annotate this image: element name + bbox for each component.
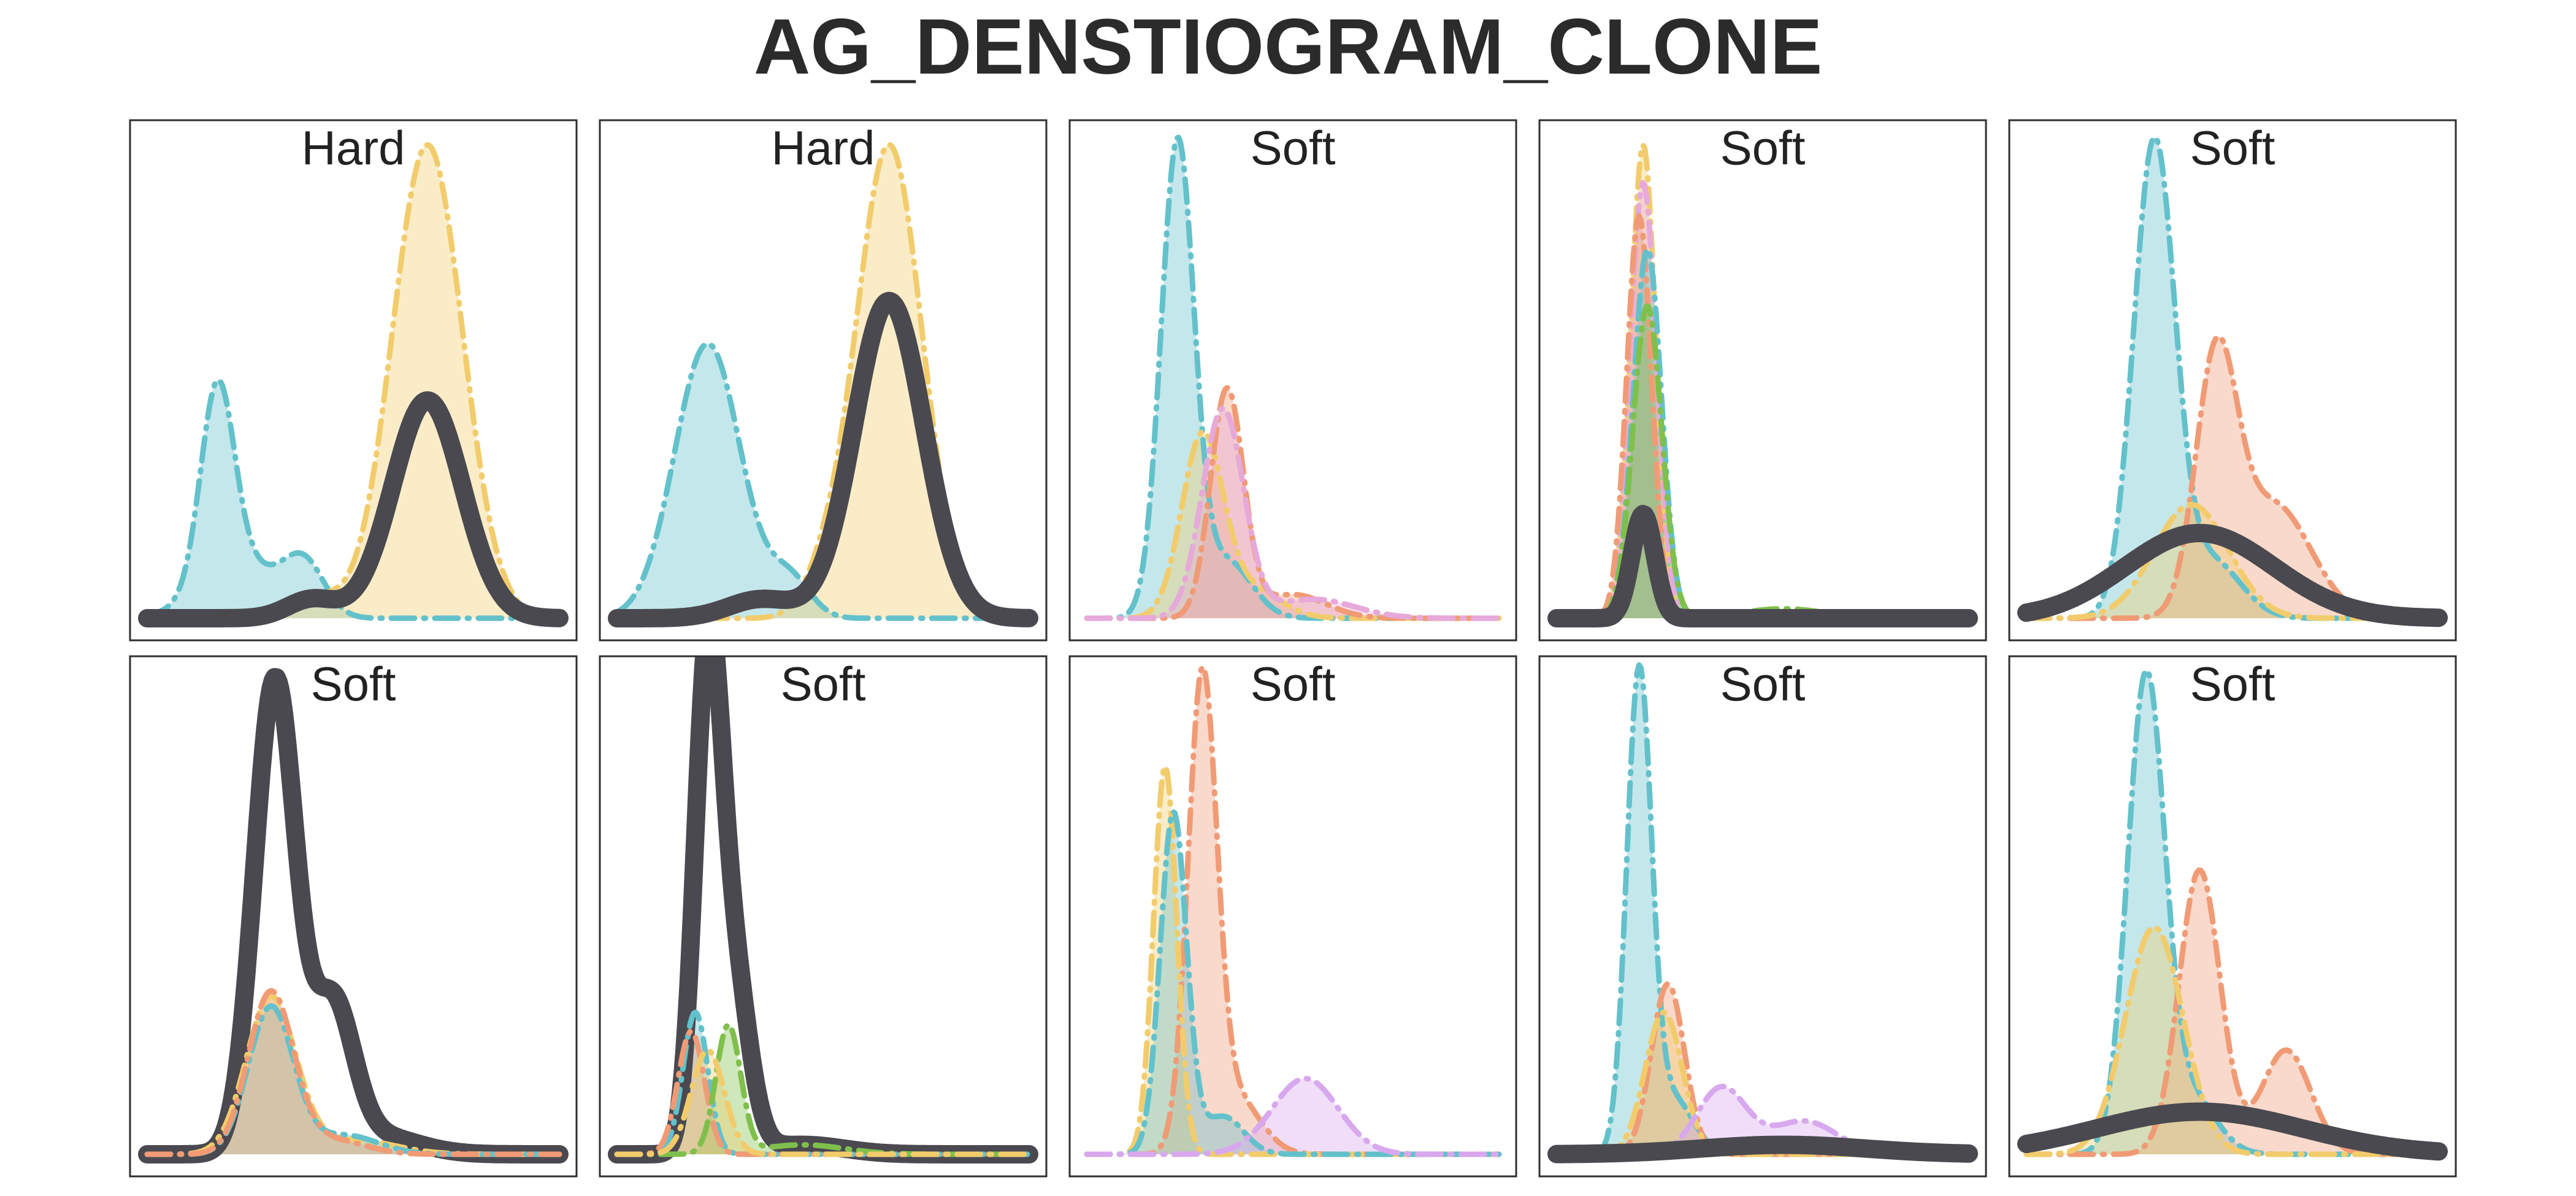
density-line-thick bbox=[2017, 1102, 2448, 1161]
panel-label: Soft bbox=[1251, 657, 1336, 711]
density-area-teal bbox=[1087, 811, 1499, 1154]
density-panel: Hard bbox=[129, 119, 578, 642]
density-area-teal bbox=[2026, 137, 2439, 618]
panel-label: Soft bbox=[1720, 121, 1806, 175]
density-area-salmon bbox=[147, 991, 559, 1154]
panel-frame bbox=[129, 119, 578, 642]
density-area-teal bbox=[617, 343, 1029, 618]
density-area-salmon bbox=[1557, 215, 1969, 618]
panel-label: Soft bbox=[1720, 657, 1806, 711]
panel-label: Soft bbox=[781, 657, 866, 711]
density-line-green bbox=[1554, 303, 1972, 621]
panel-frame bbox=[2008, 119, 2457, 642]
density-line-pink bbox=[1084, 405, 1502, 621]
density-area-yellow bbox=[1087, 431, 1499, 618]
density-area-yellow bbox=[147, 996, 559, 1154]
density-line-salmon bbox=[1084, 664, 1502, 1157]
density-area-salmon bbox=[1557, 984, 1969, 1154]
panel-label: Soft bbox=[1251, 121, 1336, 175]
panel-label: Soft bbox=[2190, 657, 2275, 711]
panel-frame bbox=[2008, 655, 2457, 1178]
density-area-salmon bbox=[1087, 666, 1499, 1154]
density-panel: Soft bbox=[129, 655, 578, 1178]
density-area-yellow bbox=[147, 145, 559, 618]
panel-frame bbox=[1068, 119, 1517, 642]
panel-frame bbox=[1538, 119, 1987, 642]
density-panel: Soft bbox=[2008, 119, 2457, 642]
density-panel: Hard bbox=[599, 119, 1048, 642]
density-line-thick bbox=[2017, 524, 2448, 627]
panel-label: Hard bbox=[771, 121, 875, 175]
density-area-teal bbox=[147, 380, 559, 618]
density-area-yellow bbox=[1557, 1012, 1969, 1154]
density-line-thick bbox=[138, 391, 569, 627]
density-panel: Soft bbox=[1538, 119, 1987, 642]
density-line-thick bbox=[608, 291, 1038, 627]
panel-frame bbox=[599, 119, 1048, 642]
density-line-thick bbox=[138, 668, 569, 1163]
panel-label: Hard bbox=[301, 121, 405, 175]
density-area-yellow bbox=[617, 144, 1029, 619]
density-area-yellow bbox=[1087, 766, 1499, 1154]
density-area-violet bbox=[1087, 1078, 1499, 1154]
density-panel: Soft bbox=[2008, 655, 2457, 1178]
density-area-teal bbox=[1087, 137, 1499, 619]
density-area-salmon bbox=[2026, 336, 2439, 618]
density-area-yellow bbox=[2026, 927, 2439, 1154]
density-line-yellow bbox=[614, 1047, 1032, 1157]
density-area-salmon bbox=[617, 1031, 1029, 1154]
density-area-salmon bbox=[2026, 870, 2439, 1154]
density-panel: Soft bbox=[1068, 655, 1517, 1178]
panel-frame bbox=[1068, 655, 1517, 1178]
panel-frame bbox=[129, 655, 578, 1178]
density-panel: Soft bbox=[599, 655, 1048, 1178]
density-line-teal bbox=[144, 377, 562, 621]
panel-grid: Hard Hard Soft Soft Soft Soft Soft Soft Soft Soft bbox=[129, 119, 2457, 1178]
density-line-pink bbox=[1554, 180, 1972, 621]
density-area-teal bbox=[617, 1012, 1029, 1154]
density-area-teal bbox=[2026, 670, 2439, 1154]
chart-title: AG_DENSTIOGRAM_CLONE bbox=[754, 3, 1822, 91]
panel-label: Soft bbox=[2190, 121, 2275, 175]
density-line-teal bbox=[614, 340, 1032, 621]
density-line-teal bbox=[144, 1003, 562, 1157]
density-panel: Soft bbox=[1538, 655, 1987, 1178]
density-area-teal bbox=[147, 1006, 559, 1154]
density-area-teal bbox=[1557, 665, 1969, 1154]
density-line-violet bbox=[1084, 1076, 1502, 1157]
panel-label: Soft bbox=[311, 657, 396, 711]
density-panel: Soft bbox=[1068, 119, 1517, 642]
density-line-thick bbox=[1547, 505, 1978, 627]
density-line-yellow bbox=[1554, 142, 1972, 621]
panel-frame bbox=[599, 655, 1048, 1178]
density-line-thick bbox=[1547, 1135, 1978, 1163]
panel-frame bbox=[1538, 655, 1987, 1178]
